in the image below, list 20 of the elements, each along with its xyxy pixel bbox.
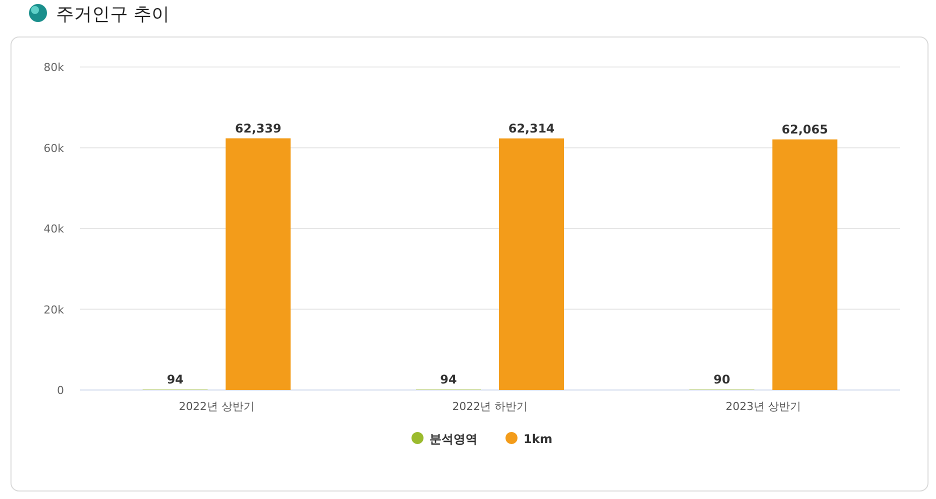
data-label: 94 bbox=[440, 372, 457, 387]
data-label: 62,339 bbox=[235, 121, 282, 136]
y-tick-label: 60k bbox=[44, 142, 65, 155]
x-tick-label: 2022년 상반기 bbox=[178, 400, 254, 413]
legend-label: 1km bbox=[524, 432, 552, 446]
y-tick-label: 40k bbox=[44, 222, 65, 236]
data-label: 94 bbox=[166, 372, 184, 387]
x-tick-label: 2023년 상반기 bbox=[726, 400, 802, 413]
y-tick-label: 20k bbox=[44, 303, 65, 316]
y-tick-label: 80k bbox=[44, 61, 65, 74]
bar bbox=[226, 138, 291, 390]
y-tick-label: 0 bbox=[57, 384, 64, 397]
data-label: 90 bbox=[713, 372, 730, 387]
legend-label: 분석영역 bbox=[430, 432, 478, 446]
bar bbox=[772, 139, 838, 390]
x-tick-label: 2022년 하반기 bbox=[452, 400, 528, 413]
data-label: 62,065 bbox=[782, 122, 828, 136]
chart-title: 주거인구 추이 bbox=[56, 4, 170, 25]
data-label: 62,314 bbox=[508, 121, 555, 136]
bar bbox=[499, 138, 564, 390]
